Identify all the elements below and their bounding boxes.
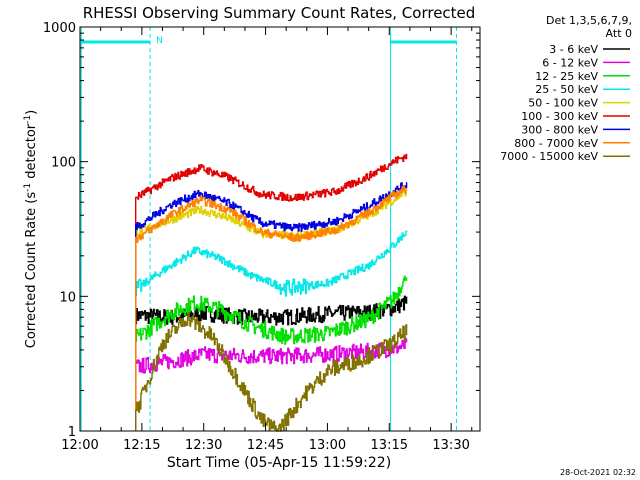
x-axis-label: Start Time (05-Apr-15 11:59:22) — [167, 455, 391, 471]
legend-header-line1: Det 1,3,5,6,7,9, — [546, 14, 632, 27]
series-layer — [135, 153, 408, 432]
legend-label-3: 25 - 50 keV — [535, 83, 598, 96]
y-tick-label: 100 — [51, 156, 76, 171]
x-tick-label: 13:15 — [371, 438, 408, 453]
y-tick-label: 1000 — [43, 21, 76, 36]
x-tick-label: 12:00 — [61, 438, 98, 453]
footer-timestamp: 28-Oct-2021 02:32 — [560, 468, 636, 477]
series-line-5 — [135, 153, 408, 431]
y-axis-label-mid: detector — [24, 123, 39, 183]
x-tick-label: 12:45 — [247, 438, 284, 453]
legend-label-5: 100 - 300 keV — [521, 110, 598, 123]
chart-title: RHESSI Observing Summary Count Rates, Co… — [83, 4, 476, 22]
x-tick-label: 12:15 — [123, 438, 160, 453]
y-axis-ticks: 1 10 100 1000 — [43, 21, 480, 440]
y-axis-label: Corrected Count Rate (s-1 detector-1) — [23, 110, 39, 348]
y-axis-label-sup1: -1 — [23, 183, 33, 192]
y-axis-label-end: ) — [24, 110, 39, 115]
night-bands: N — [80, 27, 457, 431]
legend-label-2: 12 - 25 keV — [535, 70, 598, 83]
legend-label-6: 300 - 800 keV — [521, 123, 598, 136]
y-axis-label-sup2: -1 — [23, 115, 33, 124]
x-tick-label: 12:30 — [185, 438, 222, 453]
series-line-3 — [135, 230, 408, 431]
plot-frame — [79, 26, 481, 432]
y-axis-label-main: Corrected Count Rate (s — [24, 192, 39, 349]
series-line-1 — [135, 337, 408, 431]
x-tick-label: 13:30 — [432, 438, 469, 453]
legend-header-line2: Att 0 — [606, 27, 632, 40]
legend-label-0: 3 - 6 keV — [549, 43, 598, 56]
y-tick-label: 1 — [68, 425, 76, 440]
legend-label-8: 7000 - 15000 keV — [500, 150, 598, 163]
series-line-7 — [135, 185, 408, 431]
series-line-6 — [135, 182, 408, 431]
y-tick-label: 10 — [59, 290, 76, 305]
x-tick-label: 13:00 — [309, 438, 346, 453]
night-marker-label: N — [156, 36, 163, 46]
series-line-8 — [135, 311, 408, 432]
legend-label-7: 800 - 7000 keV — [514, 137, 598, 150]
legend-label-4: 50 - 100 keV — [528, 97, 598, 110]
x-axis-ticks: 12:00 12:15 12:30 12:45 13:00 13:15 13:30 — [61, 27, 473, 453]
legend-label-1: 6 - 12 keV — [542, 56, 598, 69]
series-line-2 — [135, 275, 408, 431]
